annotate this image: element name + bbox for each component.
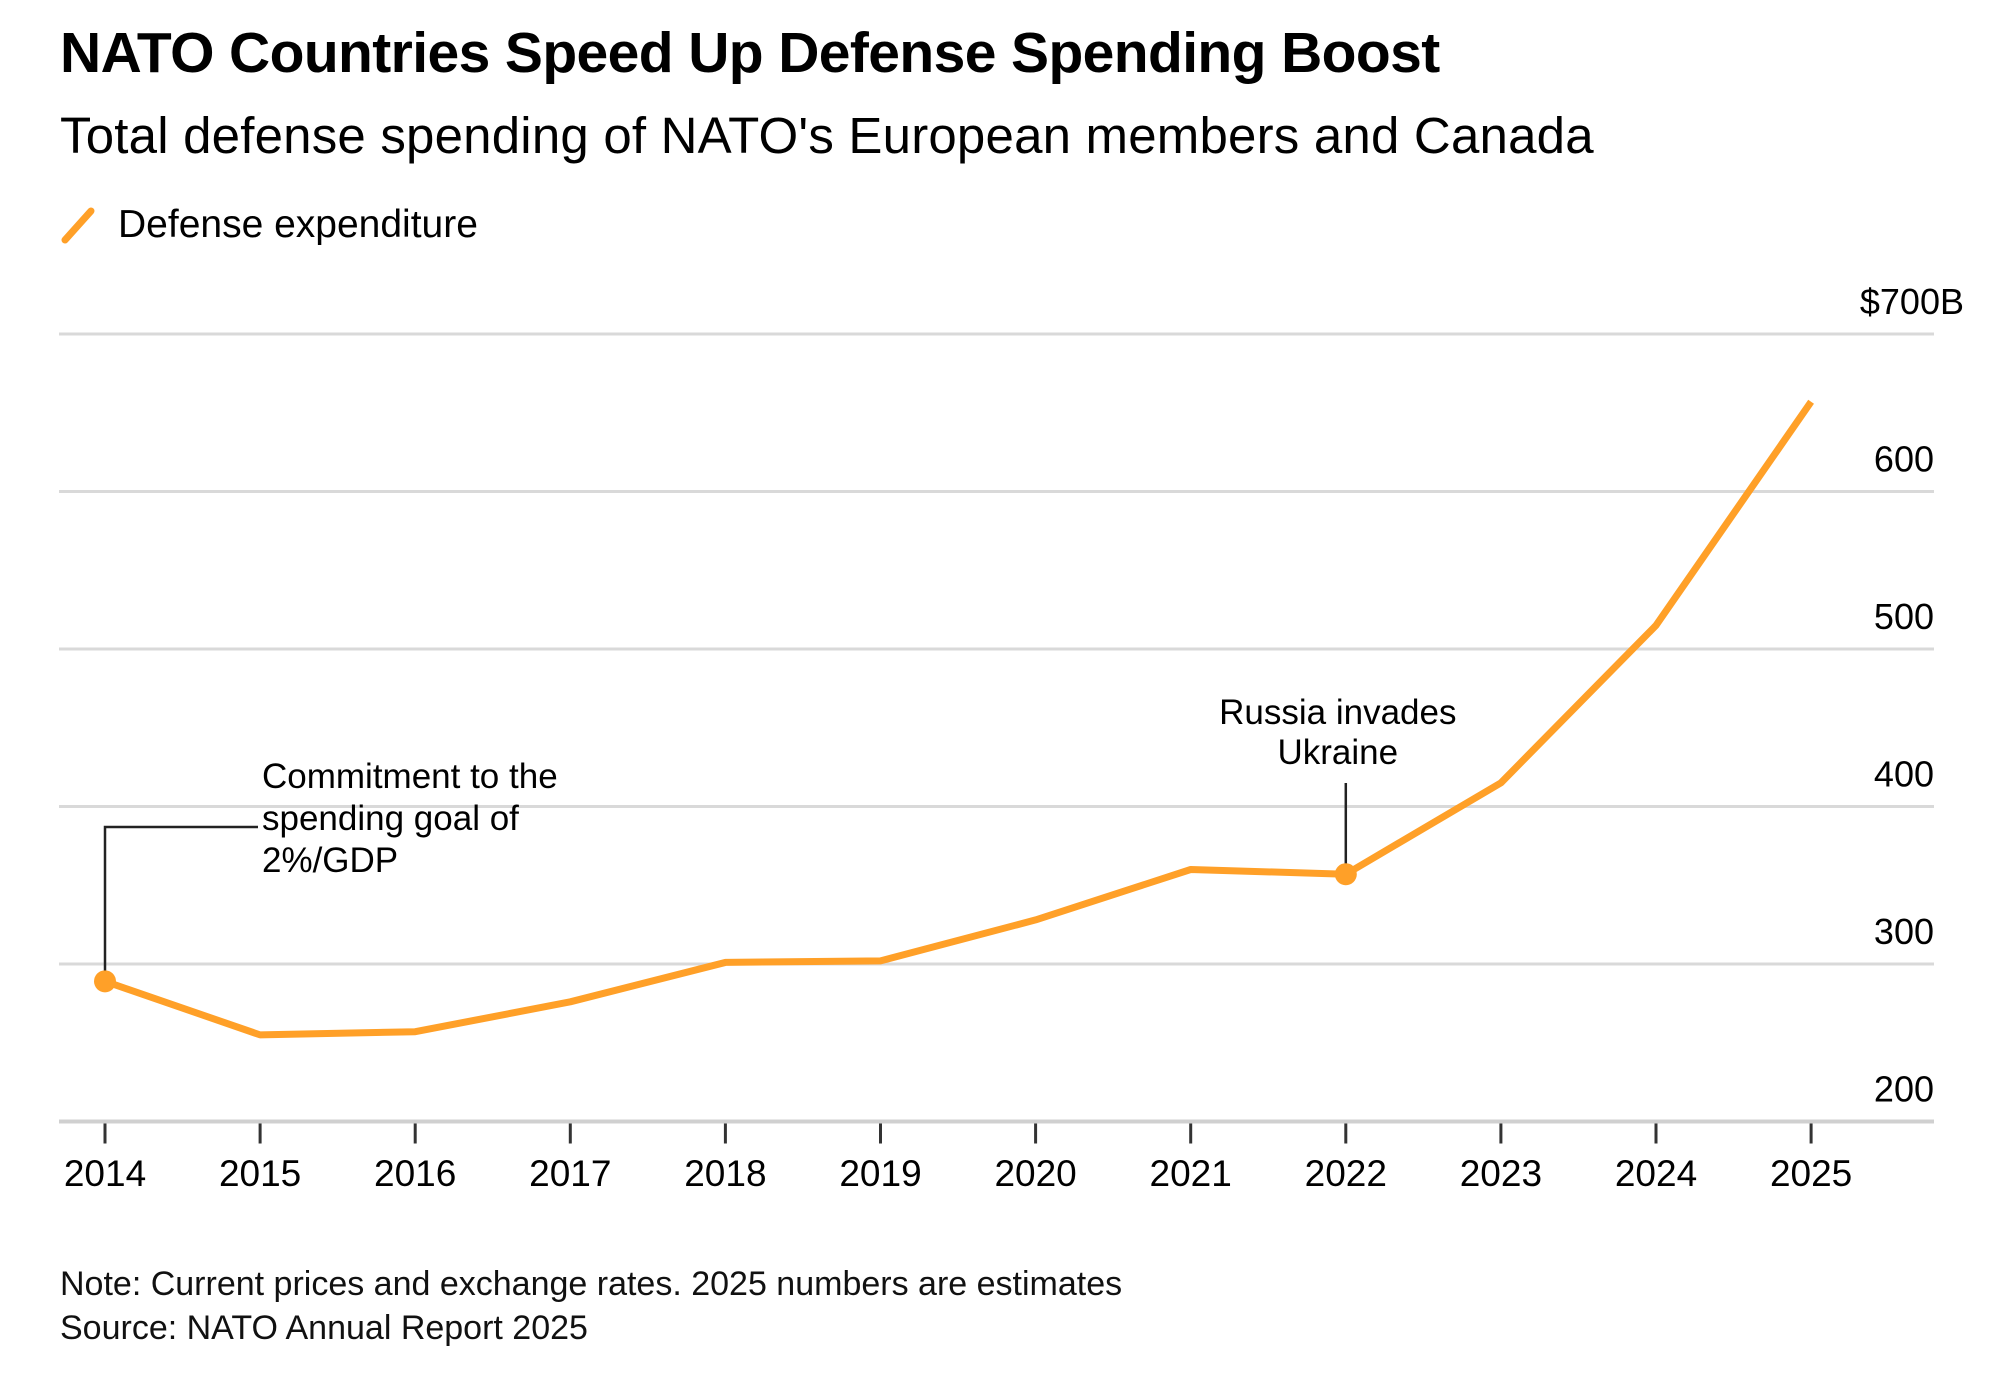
legend-swatch-line <box>61 207 95 244</box>
annotation-commitment-line-2: spending goal of <box>262 799 519 838</box>
chart-subtitle: Total defense spending of NATO's Europea… <box>60 107 1594 164</box>
y-tick-label-200: 200 <box>1874 1069 1934 1110</box>
x-tick-label-2018: 2018 <box>684 1153 766 1194</box>
note-text: Note: Current prices and exchange rates.… <box>60 1265 1123 1303</box>
source-text: Source: NATO Annual Report 2025 <box>60 1309 588 1347</box>
x-tick-label-2024: 2024 <box>1615 1153 1697 1194</box>
legend: Defense expenditure <box>60 200 478 250</box>
x-tick-label-2019: 2019 <box>839 1153 921 1194</box>
y-tick-label-300: 300 <box>1874 911 1934 952</box>
x-tick-label-2016: 2016 <box>374 1153 456 1194</box>
y-axis: 200 300 400 500 600 $700B <box>1860 281 1964 1110</box>
x-tick-label-2017: 2017 <box>529 1153 611 1194</box>
x-tick-label-2020: 2020 <box>994 1153 1076 1194</box>
x-tick-label-2014: 2014 <box>64 1153 146 1194</box>
annotation-commitment-line-3: 2%/GDP <box>262 841 398 880</box>
x-tick-label-2023: 2023 <box>1460 1153 1542 1194</box>
legend-label: Defense expenditure <box>118 203 478 246</box>
x-tick-label-2022: 2022 <box>1305 1153 1387 1194</box>
annotated-point-2022 <box>1334 863 1357 886</box>
y-tick-label-700: $700B <box>1860 281 1964 322</box>
chart-title: NATO Countries Speed Up Defense Spending… <box>60 21 1440 85</box>
x-tick-label-2015: 2015 <box>219 1153 301 1194</box>
gridlines <box>59 332 1934 1124</box>
x-tick-label-2025: 2025 <box>1770 1153 1852 1194</box>
y-tick-label-600: 600 <box>1874 439 1934 480</box>
annotation-commitment-line-1: Commitment to the <box>262 757 558 796</box>
legend-line-icon <box>61 207 95 244</box>
annotation-russia-line-1: Russia invades <box>1219 693 1456 732</box>
annotation-connector-commitment <box>103 825 258 982</box>
series-line <box>103 399 1814 1039</box>
x-tick-label-2021: 2021 <box>1150 1153 1232 1194</box>
annotated-point-2014 <box>94 970 116 993</box>
y-tick-label-400: 400 <box>1874 754 1934 795</box>
footer: Note: Current prices and exchange rates.… <box>60 1262 1122 1350</box>
y-tick-label-500: 500 <box>1874 596 1934 637</box>
x-axis: 2014 2015 2016 2017 2018 2019 2020 2021 2022 2023… <box>64 1123 1852 1194</box>
annotation-russia-line-2: Ukraine <box>1277 733 1398 772</box>
series-defense-expenditure <box>94 399 1814 1039</box>
